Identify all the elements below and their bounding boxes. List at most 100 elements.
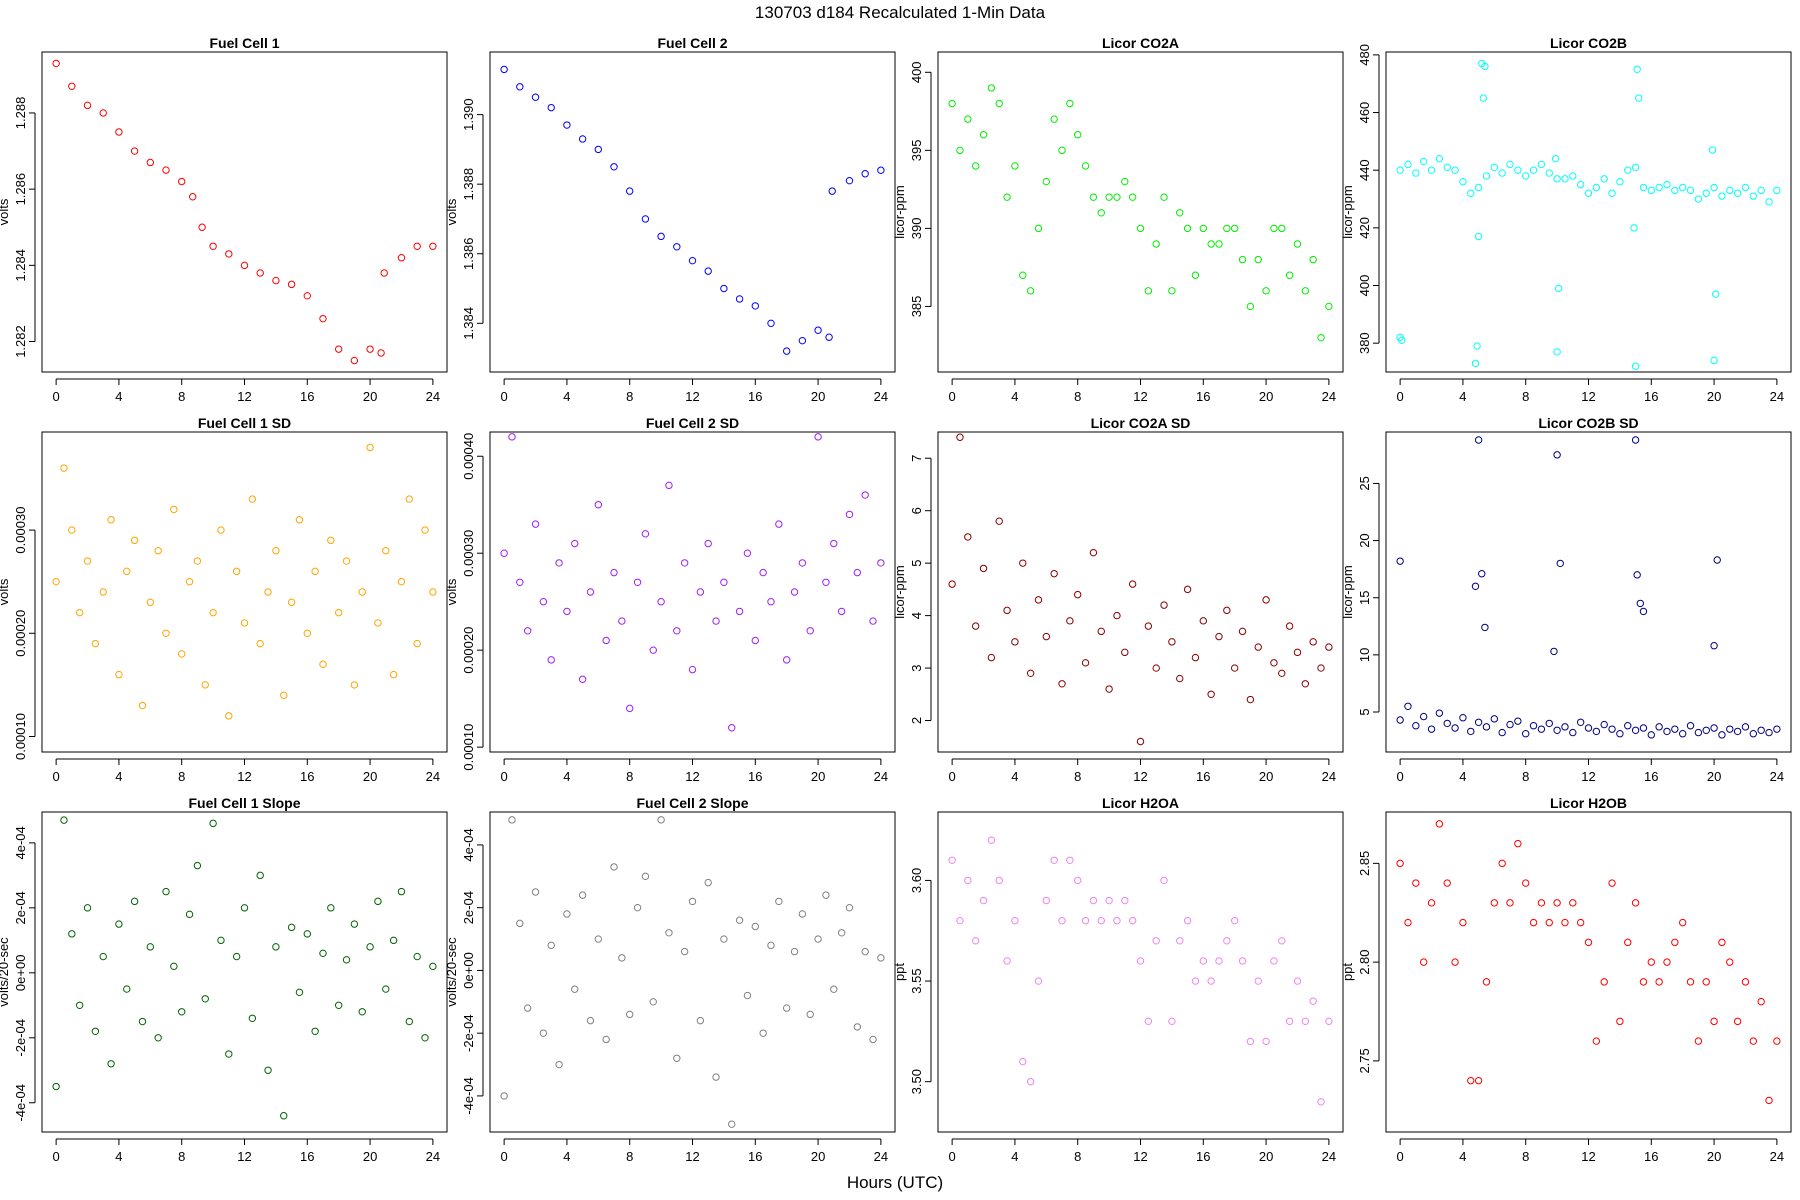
data-point bbox=[1498, 728, 1506, 737]
data-point bbox=[743, 991, 752, 1000]
y-tick-label: 400 bbox=[909, 61, 924, 83]
data-point bbox=[91, 1027, 100, 1035]
data-point bbox=[1711, 290, 1720, 298]
data-point bbox=[602, 636, 610, 645]
x-tick-label: 16 bbox=[300, 769, 314, 784]
data-point bbox=[1635, 94, 1643, 102]
data-point bbox=[272, 276, 280, 285]
data-point bbox=[405, 1017, 414, 1026]
data-point bbox=[861, 170, 869, 178]
data-point bbox=[319, 949, 327, 958]
data-point bbox=[83, 101, 92, 110]
series bbox=[948, 433, 1333, 746]
data-point bbox=[1459, 918, 1467, 927]
data-point bbox=[1207, 240, 1215, 248]
x-tick-label: 0 bbox=[501, 389, 508, 404]
data-point bbox=[539, 597, 548, 606]
data-point bbox=[1215, 632, 1223, 641]
data-point bbox=[1633, 65, 1641, 73]
data-point bbox=[170, 962, 178, 971]
series bbox=[1396, 436, 1721, 656]
data-point bbox=[712, 1073, 720, 1081]
data-point bbox=[389, 670, 398, 679]
y-tick-label: 10 bbox=[1357, 648, 1372, 662]
data-point bbox=[853, 568, 862, 577]
data-point bbox=[232, 567, 241, 576]
data-point bbox=[594, 145, 603, 154]
x-tick-label: 16 bbox=[748, 769, 762, 784]
panel-grid: Fuel Cell 10 4 8 12 16 20 241.2821.2841.2861.2… bbox=[0, 35, 1792, 1164]
data-point bbox=[1042, 177, 1051, 186]
data-point bbox=[649, 998, 657, 1006]
x-tick-label: 16 bbox=[300, 389, 314, 404]
data-point bbox=[594, 935, 603, 943]
data-point bbox=[665, 481, 673, 490]
data-point bbox=[429, 588, 437, 596]
data-point bbox=[421, 526, 429, 534]
data-point bbox=[405, 495, 414, 503]
data-point bbox=[146, 158, 155, 167]
data-point bbox=[1223, 224, 1231, 233]
data-point bbox=[956, 916, 964, 925]
data-point bbox=[1490, 163, 1499, 172]
data-point bbox=[845, 176, 854, 185]
data-point bbox=[162, 629, 170, 637]
data-point bbox=[1301, 680, 1310, 688]
data-point bbox=[1506, 160, 1514, 169]
x-tick-label: 16 bbox=[748, 389, 762, 404]
data-point bbox=[397, 887, 406, 896]
x-tick-label: 12 bbox=[685, 769, 699, 784]
x-tick-label: 20 bbox=[363, 389, 377, 404]
y-tick-label: 395 bbox=[909, 139, 924, 161]
data-point bbox=[1655, 183, 1663, 192]
data-point bbox=[610, 863, 618, 871]
series bbox=[500, 433, 885, 732]
plot-frame bbox=[1385, 431, 1792, 753]
data-point bbox=[1498, 169, 1506, 177]
panel-licor-co2a: Licor CO2A 0 4 8 12 16 20 24 385 390 395 400 licor-p… bbox=[892, 35, 1344, 404]
data-point bbox=[1686, 186, 1695, 195]
x-tick-label: 24 bbox=[1770, 389, 1784, 404]
series bbox=[52, 816, 437, 1120]
data-point bbox=[1482, 723, 1491, 731]
data-point bbox=[1473, 342, 1481, 350]
data-point bbox=[775, 520, 783, 528]
y-tick-label: 1.390 bbox=[461, 98, 476, 131]
x-tick-label: 16 bbox=[1196, 1149, 1210, 1164]
data-point bbox=[107, 1060, 115, 1068]
data-point bbox=[1293, 648, 1302, 657]
data-point bbox=[1191, 271, 1200, 279]
y-axis-label: volts bbox=[444, 198, 459, 225]
data-point bbox=[1471, 582, 1480, 590]
data-point bbox=[1026, 669, 1035, 678]
data-point bbox=[1633, 571, 1641, 579]
data-point bbox=[358, 1008, 366, 1016]
data-point bbox=[1443, 879, 1451, 887]
data-point bbox=[1474, 232, 1483, 241]
data-point bbox=[500, 1092, 508, 1100]
x-tick-label: 12 bbox=[1133, 1149, 1147, 1164]
x-tick-label: 8 bbox=[1522, 389, 1529, 404]
data-point bbox=[767, 597, 775, 606]
data-point bbox=[1419, 958, 1428, 966]
data-point bbox=[531, 888, 540, 896]
x-tick-label: 8 bbox=[1074, 1149, 1081, 1164]
data-point bbox=[374, 897, 382, 906]
data-point bbox=[1733, 189, 1742, 197]
y-tick-label: 0.00030 bbox=[461, 530, 476, 577]
plot-frame bbox=[41, 51, 448, 373]
data-point bbox=[287, 598, 296, 607]
data-point bbox=[563, 607, 571, 616]
data-point bbox=[845, 903, 854, 912]
data-point bbox=[1678, 730, 1687, 738]
data-point bbox=[327, 904, 335, 912]
data-point bbox=[1678, 918, 1687, 927]
data-point bbox=[782, 656, 791, 664]
data-point bbox=[1097, 627, 1105, 636]
data-point bbox=[193, 861, 202, 870]
data-point bbox=[225, 1050, 233, 1058]
data-point bbox=[680, 559, 689, 567]
data-point bbox=[1765, 728, 1773, 737]
data-point bbox=[1207, 690, 1215, 698]
data-point bbox=[1550, 647, 1558, 656]
